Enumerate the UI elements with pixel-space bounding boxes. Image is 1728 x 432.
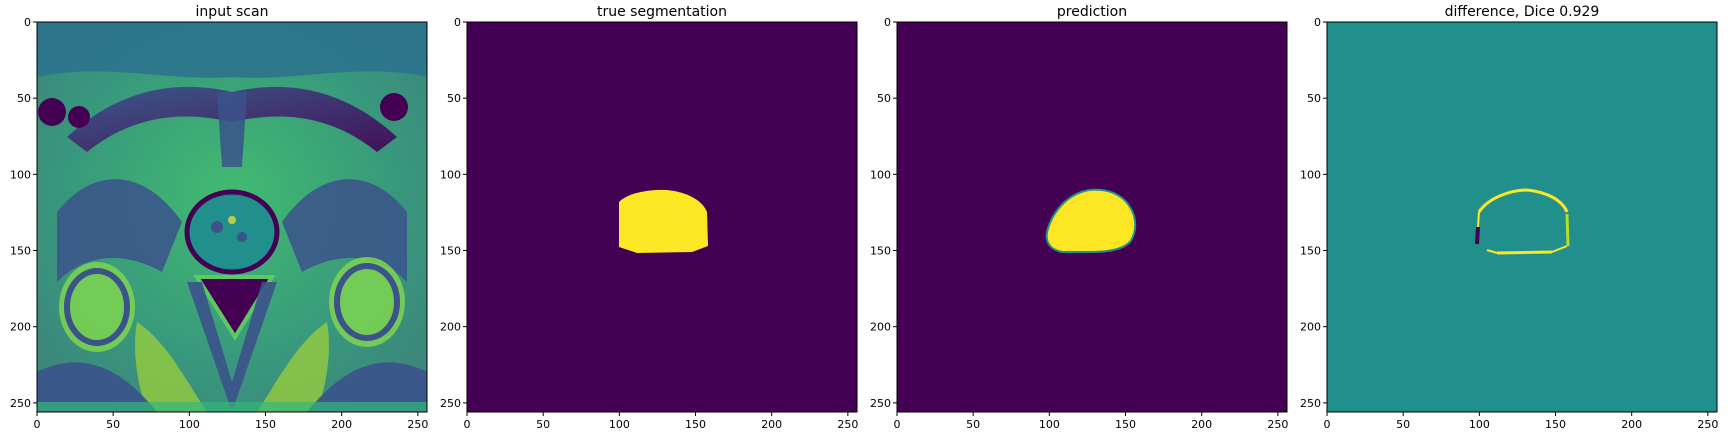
y-tick-label: 150 bbox=[440, 245, 461, 258]
x-tick-label: 50 bbox=[1396, 418, 1410, 431]
y-tick-label: 100 bbox=[870, 168, 891, 181]
x-tick-label: 250 bbox=[407, 418, 428, 431]
x-tick-label: 100 bbox=[179, 418, 200, 431]
x-tick-label: 100 bbox=[609, 418, 630, 431]
y-tick-label: 0 bbox=[454, 16, 461, 29]
y-tick-label: 100 bbox=[10, 168, 31, 181]
x-tick-label: 50 bbox=[536, 418, 550, 431]
y-tick-label: 250 bbox=[10, 397, 31, 410]
panel-title-difference: difference, Dice 0.929 bbox=[1445, 4, 1600, 20]
y-tick-label: 150 bbox=[870, 245, 891, 258]
y-tick-label: 50 bbox=[1307, 92, 1321, 105]
y-tick-label: 50 bbox=[17, 92, 31, 105]
y-tick-label: 200 bbox=[440, 321, 461, 334]
x-tick-label: 100 bbox=[1039, 418, 1060, 431]
panel-title-input-scan: input scan bbox=[196, 4, 269, 20]
y-tick-label: 250 bbox=[440, 397, 461, 410]
prediction-image bbox=[897, 22, 1287, 412]
x-tick-label: 200 bbox=[1621, 418, 1642, 431]
y-tick-label: 50 bbox=[877, 92, 891, 105]
true-segmentation-image bbox=[467, 22, 857, 412]
y-tick-label: 0 bbox=[884, 16, 891, 29]
x-tick-label: 200 bbox=[761, 418, 782, 431]
panel-true-segmentation: true segmentation bbox=[467, 4, 857, 412]
x-tick-label: 50 bbox=[106, 418, 120, 431]
x-tick-label: 100 bbox=[1469, 418, 1490, 431]
x-tick-label: 200 bbox=[331, 418, 352, 431]
y-tick-label: 150 bbox=[1300, 245, 1321, 258]
y-tick-label: 250 bbox=[1300, 397, 1321, 410]
x-tick-label: 0 bbox=[464, 418, 471, 431]
panel-input-scan: input scan bbox=[37, 4, 427, 412]
x-tick-label: 0 bbox=[1324, 418, 1331, 431]
y-tick-label: 0 bbox=[24, 16, 31, 29]
x-tick-label: 0 bbox=[34, 418, 41, 431]
x-tick-label: 150 bbox=[255, 418, 276, 431]
panel-prediction: prediction bbox=[897, 4, 1287, 412]
x-tick-label: 250 bbox=[1697, 418, 1718, 431]
y-tick-label: 250 bbox=[870, 397, 891, 410]
panel-title-prediction: prediction bbox=[1057, 4, 1127, 20]
y-tick-label: 150 bbox=[10, 245, 31, 258]
x-tick-label: 150 bbox=[685, 418, 706, 431]
x-tick-label: 150 bbox=[1115, 418, 1136, 431]
x-tick-label: 50 bbox=[966, 418, 980, 431]
x-tick-label: 200 bbox=[1191, 418, 1212, 431]
x-tick-label: 250 bbox=[1267, 418, 1288, 431]
x-tick-label: 150 bbox=[1545, 418, 1566, 431]
y-tick-label: 50 bbox=[447, 92, 461, 105]
y-tick-label: 100 bbox=[440, 168, 461, 181]
x-tick-label: 0 bbox=[894, 418, 901, 431]
true-mask-shape bbox=[619, 190, 708, 253]
y-tick-label: 100 bbox=[1300, 168, 1321, 181]
y-tick-label: 0 bbox=[1314, 16, 1321, 29]
y-tick-label: 200 bbox=[1300, 321, 1321, 334]
y-tick-label: 200 bbox=[10, 321, 31, 334]
x-tick-label: 250 bbox=[837, 418, 858, 431]
panel-difference: difference, Dice 0.929 bbox=[1327, 4, 1717, 412]
input-scan-image bbox=[37, 22, 427, 412]
difference-image bbox=[1327, 22, 1717, 412]
y-tick-label: 200 bbox=[870, 321, 891, 334]
panel-title-true-segmentation: true segmentation bbox=[597, 4, 727, 20]
